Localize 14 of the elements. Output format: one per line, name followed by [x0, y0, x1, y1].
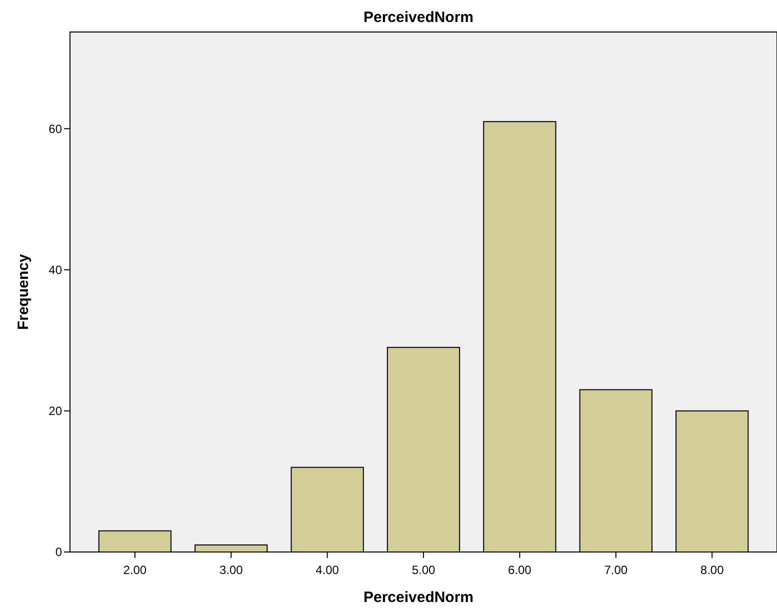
y-tick-label: 40	[48, 262, 62, 277]
x-tick-label: 5.00	[412, 563, 436, 577]
x-tick-label: 2.00	[123, 563, 147, 577]
x-tick-label: 4.00	[316, 563, 340, 577]
y-tick-label: 60	[48, 122, 62, 136]
x-tick-label: 8.00	[700, 563, 724, 577]
y-tick-label: 0	[55, 545, 62, 560]
x-axis-title: PerceivedNorm	[363, 589, 474, 606]
y-axis-title: Frequency	[15, 253, 32, 330]
y-tick-label: 20	[48, 404, 62, 418]
chart-title: PerceivedNorm	[363, 9, 474, 26]
x-tick-label: 7.00	[604, 563, 628, 577]
x-tick-label: 3.00	[219, 563, 244, 577]
x-tick-label: 6.00	[508, 563, 532, 577]
